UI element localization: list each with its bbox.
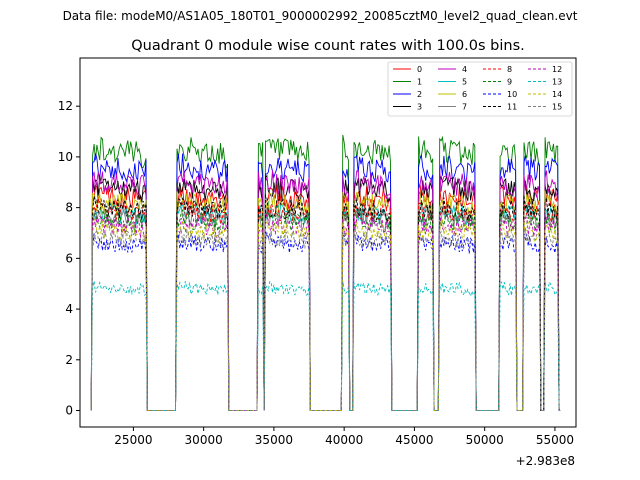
series-line-8 (90, 197, 561, 411)
x-tick-label: 50000 (466, 433, 504, 447)
legend-label-2: 2 (417, 90, 422, 99)
series-layer (90, 134, 561, 411)
legend-label-1: 1 (417, 78, 422, 87)
legend-label-3: 3 (417, 103, 422, 112)
x-tick-label: 25000 (114, 433, 152, 447)
series-line-4 (90, 168, 561, 411)
chart-title: Quadrant 0 module wise count rates with … (131, 38, 525, 54)
series-line-13 (90, 280, 561, 411)
series-line-11 (90, 193, 561, 411)
legend-label-6: 6 (462, 90, 467, 99)
series-line-0 (90, 182, 561, 411)
y-tick-label: 4 (65, 302, 73, 316)
legend-label-5: 5 (462, 78, 467, 87)
series-line-14 (90, 218, 561, 411)
series-line-7 (90, 205, 561, 411)
legend-label-11: 11 (507, 103, 517, 112)
x-tick-label: 30000 (185, 433, 223, 447)
legend-box (387, 61, 573, 117)
legend-label-0: 0 (417, 65, 422, 74)
legend-label-7: 7 (462, 103, 467, 112)
plot-frame (79, 57, 577, 428)
series-line-2 (90, 153, 561, 411)
series-line-9 (90, 208, 561, 411)
y-tick-label: 2 (65, 353, 73, 367)
x-tick-label: 45000 (395, 433, 433, 447)
series-line-3 (90, 174, 561, 411)
series-line-12 (90, 213, 561, 411)
series-line-5 (90, 201, 561, 411)
legend-label-8: 8 (507, 65, 512, 74)
y-tick-label: 8 (65, 201, 73, 215)
data-file-label: Data file: modeM0/AS1A05_180T01_90000029… (63, 9, 578, 23)
legend-label-13: 13 (552, 78, 562, 87)
legend-label-15: 15 (552, 103, 562, 112)
series-line-15 (90, 227, 561, 411)
y-tick-label: 6 (65, 251, 73, 265)
y-tick-label: 12 (58, 99, 73, 113)
legend-label-9: 9 (507, 78, 512, 87)
x-tick-label: 40000 (325, 433, 363, 447)
y-tick-label: 10 (58, 150, 73, 164)
series-line-1 (90, 134, 561, 411)
x-offset-label: +2.983e8 (516, 454, 575, 468)
series-line-6 (90, 190, 561, 411)
legend-label-12: 12 (552, 65, 562, 74)
y-tick-label: 0 (65, 404, 73, 418)
x-tick-label: 55000 (536, 433, 574, 447)
x-axis: 25000 30000 35000 40000 45000 50000 55000 (114, 427, 574, 447)
legend-label-4: 4 (462, 65, 467, 74)
y-axis: 0 2 4 6 8 10 12 (58, 99, 80, 418)
legend-label-14: 14 (552, 90, 562, 99)
series-line-10 (90, 231, 561, 411)
legend-label-10: 10 (507, 90, 517, 99)
x-tick-label: 35000 (255, 433, 293, 447)
